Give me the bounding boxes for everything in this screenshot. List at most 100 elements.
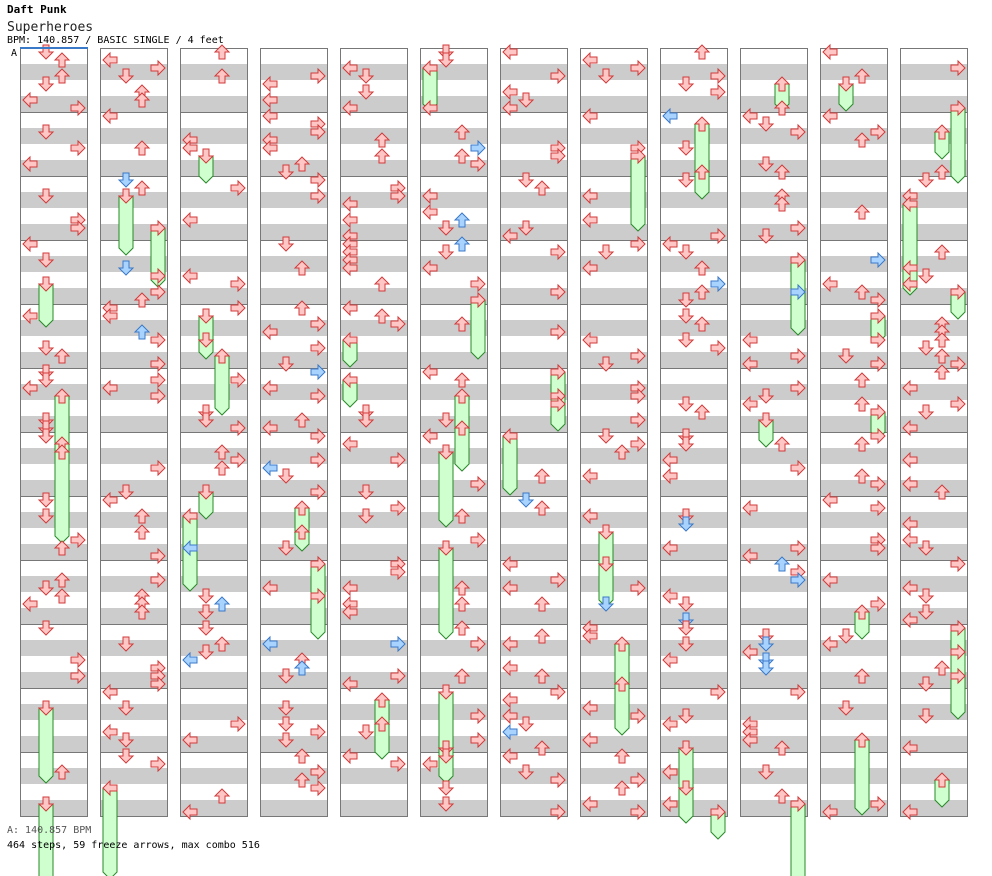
beat-stripe [340,160,408,176]
measure-box [740,752,808,817]
beat-stripe [340,512,408,528]
beat-stripe [260,160,328,176]
beat-stripe [580,544,648,560]
beat-stripe [820,768,888,784]
beat-stripe [580,320,648,336]
beat-stripe [740,480,808,496]
beat-stripe [660,160,728,176]
freeze-arrow [118,188,134,256]
beat-stripe [660,192,728,208]
beat-stripe [660,512,728,528]
beat-stripe [660,288,728,304]
freeze-arrow [790,796,806,876]
beat-stripe [100,608,168,624]
freeze-arrow [758,412,774,448]
freeze-arrow [950,100,966,184]
beat-stripe [500,736,568,752]
beat-stripe [660,672,728,688]
beat-stripe [500,160,568,176]
beat-stripe [180,96,248,112]
beat-stripe [420,768,488,784]
beat-stripe [660,576,728,592]
freeze-body [470,299,486,360]
freeze-arrow [54,444,70,544]
beat-stripe [20,416,88,432]
freeze-arrow [950,284,966,320]
beat-stripe [180,288,248,304]
beat-stripe [260,672,328,688]
beat-stripe [580,288,648,304]
beat-stripe [180,608,248,624]
freeze-arrow [694,116,710,200]
freeze-body [630,155,646,232]
beat-stripe [20,768,88,784]
beat-stripe [100,128,168,144]
beat-stripe [580,448,648,464]
beat-stripe [20,256,88,272]
freeze-arrow [438,540,454,640]
freeze-body [438,547,454,640]
freeze-body [102,787,118,876]
beat-stripe [820,704,888,720]
beat-stripe [100,768,168,784]
beat-stripe [340,800,408,816]
freeze-arrow [854,604,870,640]
beat-stripe [260,544,328,560]
beat-stripe [100,320,168,336]
beat-stripe [420,800,488,816]
beat-stripe [340,768,408,784]
freeze-body [502,435,518,496]
freeze-arrow [854,732,870,816]
freeze-arrow [902,196,918,296]
measure-box [20,752,88,817]
song-title: Superheroes [7,20,94,35]
beat-stripe [820,448,888,464]
beat-stripe [740,96,808,112]
beat-stripe [500,192,568,208]
freeze-body [118,195,134,256]
beat-stripe [20,128,88,144]
beat-stripe [340,128,408,144]
bpm-summary: A: 140.857 BPM [7,825,92,836]
measure-box [500,752,568,817]
freeze-body [38,707,54,784]
beat-stripe [180,256,248,272]
freeze-body [438,691,454,784]
measure-box [180,752,248,817]
beat-stripe [420,608,488,624]
beat-stripe [420,224,488,240]
freeze-body [438,451,454,528]
song-artist: Daft Punk [7,3,67,16]
beat-stripe [660,256,728,272]
beat-stripe [180,224,248,240]
beat-stripe [660,704,728,720]
measure-box [340,752,408,817]
freeze-body [214,355,230,416]
beat-stripe [660,416,728,432]
beat-stripe [900,320,968,336]
beat-stripe [180,64,248,80]
beat-stripe [660,352,728,368]
beat-stripe [260,224,328,240]
beat-stripe [20,448,88,464]
beat-stripe [180,480,248,496]
beat-stripe [740,416,808,432]
beat-stripe [100,448,168,464]
measure-box [260,752,328,817]
beat-stripe [820,512,888,528]
beat-stripe [100,640,168,656]
beat-stripe [180,384,248,400]
beat-stripe [20,64,88,80]
beat-stripe [180,704,248,720]
beat-stripe [20,576,88,592]
beat-stripe [500,608,568,624]
freeze-body [54,451,70,544]
beat-stripe [420,352,488,368]
beat-stripe [500,512,568,528]
beat-stripe [580,608,648,624]
beat-stripe [580,128,648,144]
freeze-arrow [214,348,230,416]
beat-stripe [340,416,408,432]
beat-stripe [420,512,488,528]
beat-stripe [100,416,168,432]
